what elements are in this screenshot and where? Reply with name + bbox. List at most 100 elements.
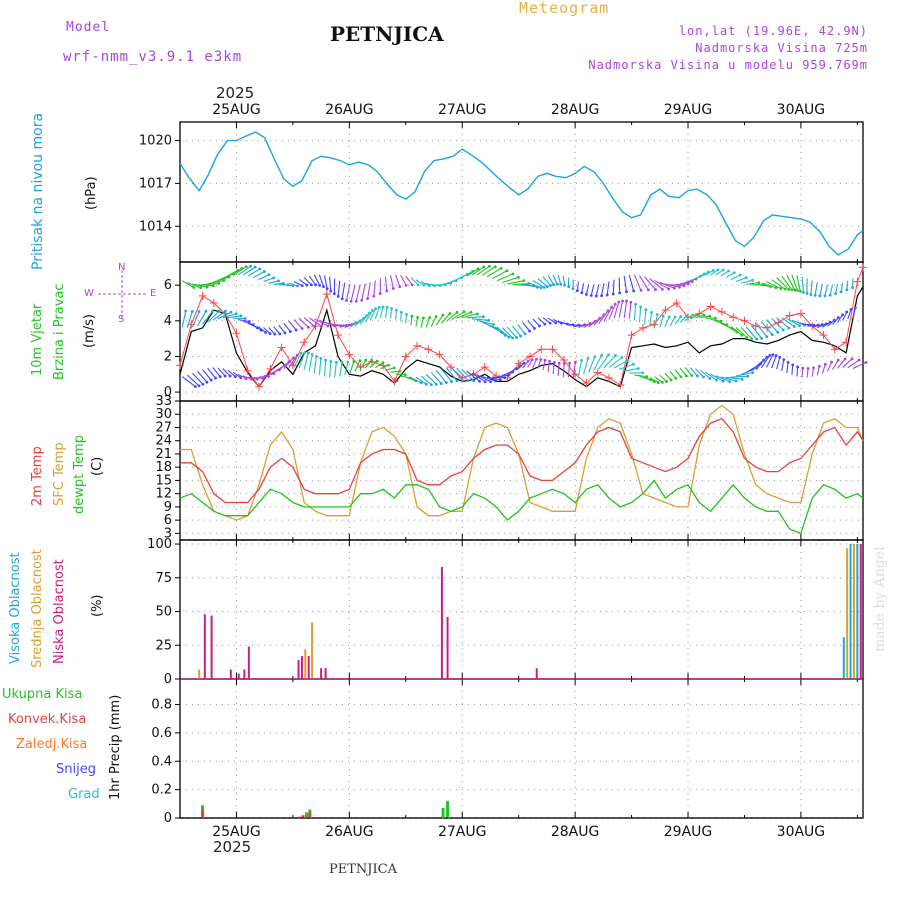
wind-arrow-head xyxy=(498,378,502,382)
gust-marker xyxy=(413,341,422,350)
wind-arrow xyxy=(776,357,781,370)
panel-frame-temperature xyxy=(179,400,864,541)
wind-arrow-head xyxy=(665,380,669,383)
y-tick-label: 1017 xyxy=(139,176,172,191)
wind-arrow-head xyxy=(419,381,423,385)
wind-arrow xyxy=(345,283,351,301)
wind-arrow xyxy=(329,361,332,378)
wind-arrow-head xyxy=(721,268,725,272)
wind-arrow-head xyxy=(787,326,791,330)
wind-arrow xyxy=(517,362,525,370)
wind-arrow xyxy=(420,281,430,287)
wind-arrow-head xyxy=(466,379,470,382)
wind-arrow-head xyxy=(721,379,725,383)
wind-arrow xyxy=(497,273,514,282)
wind-arrow-head xyxy=(574,360,577,364)
wind-arrow-head xyxy=(300,327,304,330)
wind-arrow xyxy=(355,284,361,302)
wind-arrow-head xyxy=(283,331,287,335)
wind-arrow-head xyxy=(702,375,705,379)
precip-bar-conv xyxy=(308,812,312,818)
wind-arrow-head xyxy=(209,378,213,382)
wind-arrow xyxy=(694,368,704,378)
wind-title-1: 10m Vjetar xyxy=(30,303,45,376)
wind-arrow-head xyxy=(416,316,419,319)
wind-arrow xyxy=(821,364,826,374)
wind-arrow-head xyxy=(783,287,787,291)
wind-arrow xyxy=(207,367,216,379)
day-label-bottom: 29AUG xyxy=(664,824,713,840)
wind-arrow xyxy=(601,283,605,296)
gust-marker xyxy=(198,291,207,300)
wind-arrow-head xyxy=(732,271,736,275)
wind-arrow xyxy=(835,283,839,294)
wind-arrow xyxy=(415,279,425,286)
wind-arrow xyxy=(354,315,367,327)
wind-arrow xyxy=(491,325,506,336)
wind-arrow xyxy=(283,283,293,287)
wind-arrow-head xyxy=(798,289,802,293)
wind-arrow xyxy=(451,311,465,321)
series-dewpt xyxy=(179,479,864,535)
wind-arrow-head xyxy=(258,267,262,271)
wind-arrow xyxy=(253,376,263,379)
wind-arrow-head xyxy=(631,362,635,366)
wind-arrow xyxy=(847,359,860,369)
wind-arrow xyxy=(720,270,729,277)
wind-arrow-head xyxy=(450,380,453,383)
wind-arrow xyxy=(522,360,529,369)
wind-arrow-head xyxy=(669,378,673,382)
wind-arrow xyxy=(725,272,735,279)
wind-arrow-head xyxy=(586,357,590,360)
wind-arrow-head xyxy=(482,265,486,269)
wind-arrow xyxy=(557,363,560,376)
wind-arrow xyxy=(390,275,394,289)
wind-arrow-head xyxy=(197,310,201,313)
gust-marker xyxy=(571,370,580,379)
wind-arrow xyxy=(367,282,371,299)
wind-arrow-head xyxy=(535,357,538,361)
wind-arrow xyxy=(801,323,814,326)
wind-arrow xyxy=(700,369,711,379)
wind-arrow xyxy=(405,376,417,382)
wind-arrow-head xyxy=(672,286,676,290)
wind-arrow-head xyxy=(610,305,614,309)
wind-arrow-head xyxy=(434,315,438,318)
wind-arrow xyxy=(202,282,219,286)
temp-unit: (C) xyxy=(90,456,105,476)
wind-arrow xyxy=(593,314,605,326)
wind-arrow xyxy=(273,282,284,286)
wind-arrow-head xyxy=(372,294,376,298)
y-tick-label: 18 xyxy=(155,460,172,475)
wind-arrow-head xyxy=(481,315,485,319)
wind-arrow-head xyxy=(801,366,805,370)
compass-e: E xyxy=(150,288,157,299)
gust-marker xyxy=(446,363,455,372)
wind-arrow-head xyxy=(267,273,271,277)
wind-arrow-head xyxy=(740,333,744,337)
wind-arrow xyxy=(715,375,730,383)
wind-arrow-head xyxy=(461,379,464,382)
wind-arrow-head xyxy=(333,324,336,328)
gust-marker xyxy=(277,343,286,352)
wind-arrow xyxy=(740,327,753,340)
wind-arrow xyxy=(197,284,214,287)
low-cloud-title: Niska Oblacnost xyxy=(52,559,67,664)
wind-arrow-head xyxy=(543,322,547,326)
wind-arrow xyxy=(268,327,276,335)
wind-arrow-head xyxy=(399,310,403,314)
gust-marker xyxy=(390,377,399,386)
gust-marker xyxy=(209,298,218,307)
gust-marker xyxy=(300,338,309,347)
y-tick-label: 25 xyxy=(155,638,172,653)
wind-arrow-head xyxy=(691,313,694,317)
wind-arrow xyxy=(512,325,522,337)
wind-arrow xyxy=(649,278,663,290)
wind-arrow xyxy=(410,277,419,286)
precip-bar-total xyxy=(441,808,445,818)
wind-arrow xyxy=(491,270,508,280)
wind-arrow xyxy=(359,312,370,325)
mid-cloud-title: Srednja Oblacnost xyxy=(30,549,45,668)
wind-arrow-head xyxy=(403,373,407,377)
pressure-unit: (hPa) xyxy=(84,176,99,210)
